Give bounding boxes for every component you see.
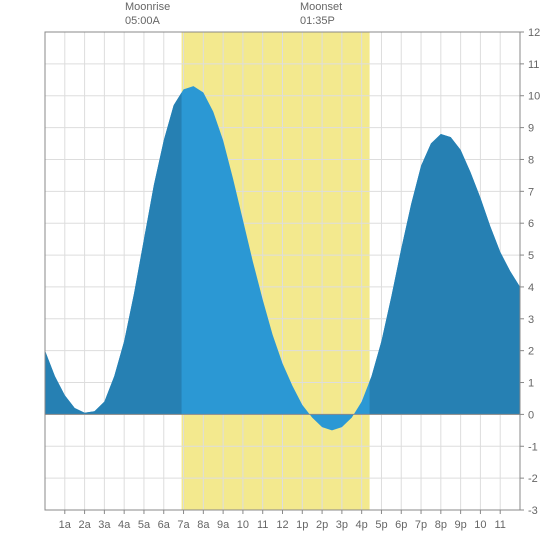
y-tick-label: 2 bbox=[528, 346, 534, 358]
x-tick-label: 3p bbox=[336, 519, 348, 531]
moonrise-time: 05:00A bbox=[125, 15, 160, 27]
x-tick-label: 8p bbox=[435, 519, 447, 531]
y-tick-label: 10 bbox=[528, 91, 540, 103]
y-tick-label: 0 bbox=[528, 409, 534, 421]
moonset-block: Moonset 01:35P bbox=[300, 0, 342, 29]
y-tick-label: 9 bbox=[528, 123, 534, 135]
x-tick-label: 11 bbox=[494, 519, 505, 531]
x-tick-label: 1p bbox=[296, 519, 308, 531]
x-tick-label: 5p bbox=[375, 519, 387, 531]
x-tick-label: 6a bbox=[158, 519, 171, 531]
x-tick-label: 2a bbox=[78, 519, 91, 531]
x-tick-label: 7p bbox=[415, 519, 427, 531]
y-tick-label: 1 bbox=[528, 378, 534, 390]
x-tick-label: 8a bbox=[197, 519, 210, 531]
x-tick-label: 11 bbox=[257, 519, 268, 531]
moonset-label: Moonset bbox=[300, 1, 342, 13]
x-tick-label: 1a bbox=[59, 519, 72, 531]
y-tick-label: 6 bbox=[528, 218, 534, 230]
y-tick-label: 12 bbox=[528, 27, 540, 39]
x-tick-label: 5a bbox=[138, 519, 151, 531]
y-tick-label: -1 bbox=[528, 441, 538, 453]
y-tick-label: -2 bbox=[528, 473, 538, 485]
x-tick-label: 12 bbox=[276, 519, 288, 531]
moonrise-block: Moonrise 05:00A bbox=[125, 0, 170, 29]
y-tick-label: -3 bbox=[528, 505, 538, 517]
y-tick-label: 4 bbox=[528, 282, 534, 294]
x-tick-label: 4a bbox=[118, 519, 131, 531]
moonrise-label: Moonrise bbox=[125, 1, 170, 13]
x-tick-label: 9p bbox=[455, 519, 467, 531]
x-tick-label: 6p bbox=[395, 519, 407, 531]
x-tick-label: 10 bbox=[237, 519, 249, 531]
x-tick-label: 10 bbox=[474, 519, 486, 531]
y-tick-label: 7 bbox=[528, 186, 534, 198]
x-tick-label: 9a bbox=[217, 519, 230, 531]
y-tick-label: 3 bbox=[528, 314, 534, 326]
x-tick-label: 7a bbox=[177, 519, 190, 531]
x-tick-label: 2p bbox=[316, 519, 328, 531]
x-tick-label: 4p bbox=[356, 519, 368, 531]
tide-moon-chart: Moonrise 05:00A Moonset 01:35P -3-2-1012… bbox=[0, 0, 550, 550]
x-tick-label: 3a bbox=[98, 519, 111, 531]
y-tick-label: 8 bbox=[528, 154, 534, 166]
chart-svg: -3-2-101234567891011121a2a3a4a5a6a7a8a9a… bbox=[0, 0, 550, 550]
y-tick-label: 5 bbox=[528, 250, 534, 262]
y-tick-label: 11 bbox=[528, 59, 539, 71]
moonset-time: 01:35P bbox=[300, 15, 335, 27]
